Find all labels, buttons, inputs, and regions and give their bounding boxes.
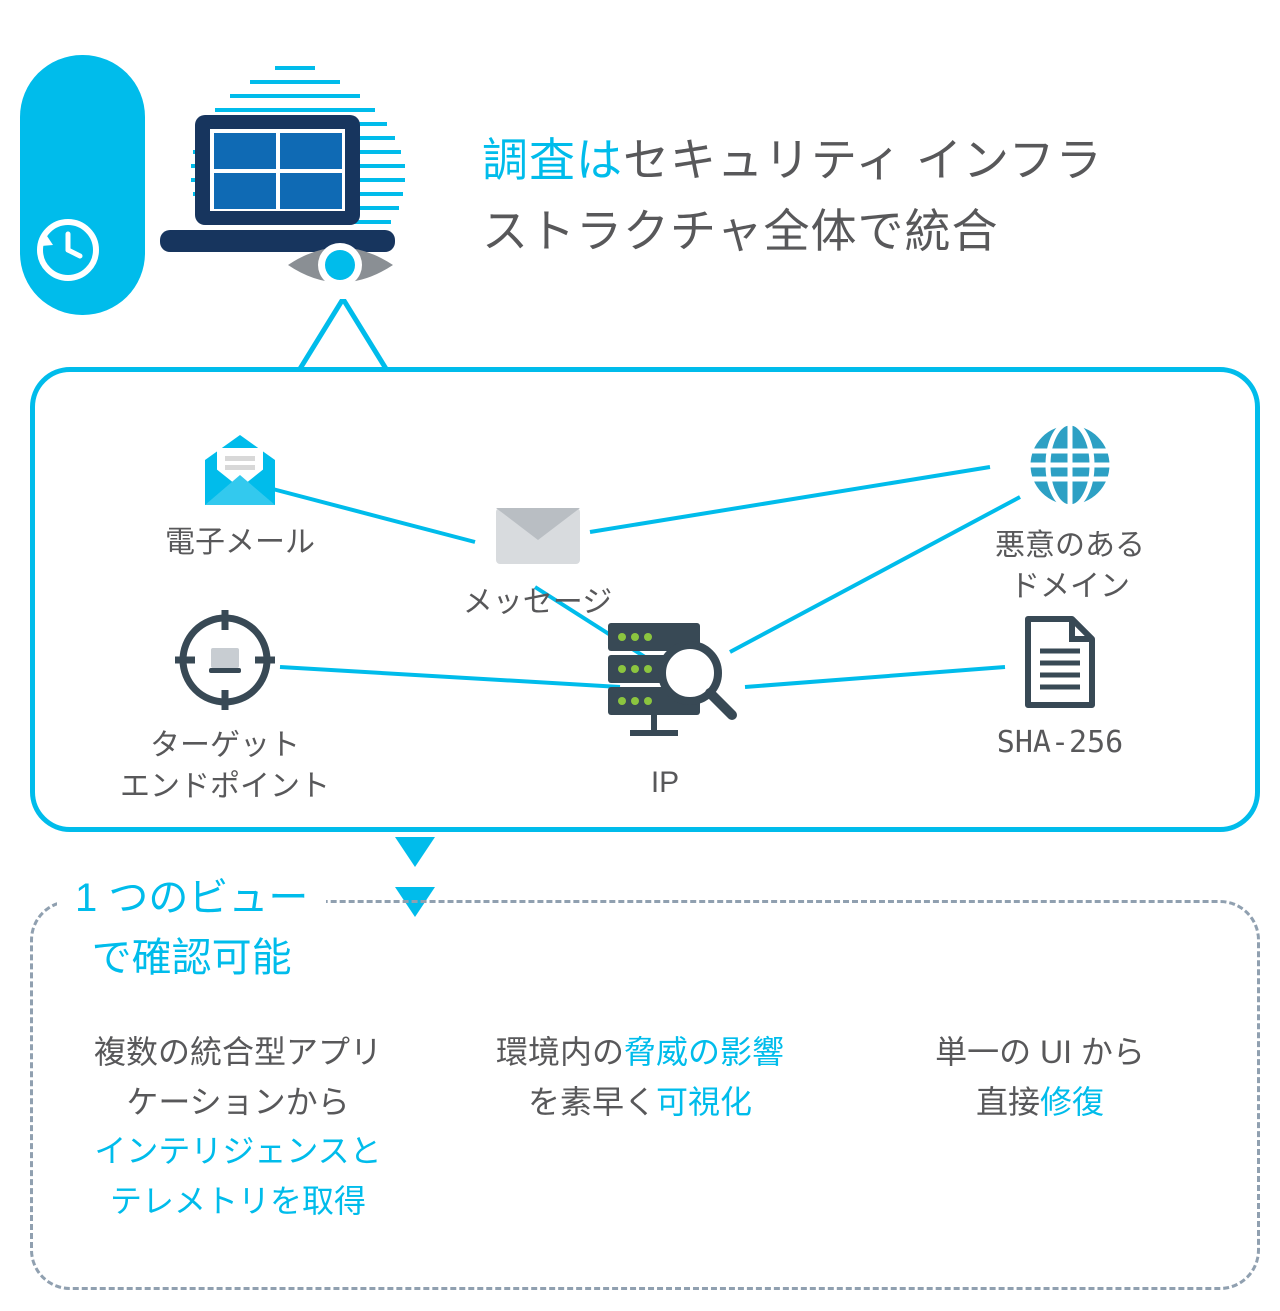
history-clock-icon: [36, 218, 100, 282]
node-email: 電子メール: [140, 430, 340, 564]
document-icon: [1020, 615, 1100, 710]
node-sha: SHA-256: [960, 615, 1160, 764]
title-dark-2: ストラクチャ全体で統合: [482, 205, 999, 257]
title-dark-1: セキュリティ インフラ: [623, 134, 1103, 186]
server-search-icon: [590, 615, 740, 750]
title-accent: 調査は: [482, 134, 623, 186]
section-title: 1 つのビューで確認可能: [57, 868, 326, 988]
column-2: 環境内の脅威の影響 を素早く可視化: [445, 1028, 835, 1127]
column-3: 単一の UI から 直接修復: [860, 1028, 1220, 1127]
node-endpoint-label: ターゲットエンドポイント: [85, 726, 365, 807]
node-domain: 悪意のあるドメイン: [965, 418, 1175, 607]
node-ip-label: IP: [585, 763, 745, 804]
node-message: メッセージ: [430, 500, 645, 624]
column-1: 複数の統合型アプリ ケーションから インテリジェンスと テレメトリを取得: [48, 1028, 428, 1226]
message-icon: [488, 500, 588, 570]
email-icon: [195, 430, 285, 510]
target-icon: [173, 608, 278, 713]
node-sha-label: SHA-256: [960, 723, 1160, 764]
node-email-label: 電子メール: [140, 523, 340, 564]
globe-icon: [1023, 418, 1118, 513]
node-ip: IP: [585, 615, 745, 804]
main-title: 調査はセキュリティ インフラ ストラクチャ全体で統合: [482, 125, 1103, 268]
node-endpoint: ターゲットエンドポイント: [85, 608, 365, 807]
panel-pointer-icon: [293, 299, 393, 374]
arrow-down-1-icon: [390, 832, 440, 872]
node-domain-label: 悪意のあるドメイン: [965, 526, 1175, 607]
eye-icon: [283, 230, 398, 300]
